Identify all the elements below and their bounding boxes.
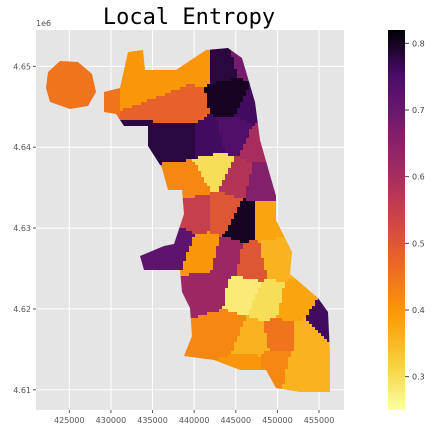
region-fill <box>264 318 294 351</box>
x-tick-label: 450000 <box>262 416 293 425</box>
region <box>117 84 210 123</box>
region <box>249 279 285 321</box>
region <box>237 240 267 282</box>
region <box>180 231 219 276</box>
region-fill <box>180 231 219 276</box>
colorbar-gradient <box>388 30 405 410</box>
x-tick-label: 445000 <box>221 416 252 425</box>
colorbar-tick-label: 0.7 <box>412 106 425 115</box>
colorbar-tick-label: 0.8 <box>412 39 425 48</box>
colorbar-tick-label: 0.4 <box>412 306 425 315</box>
region <box>276 351 330 392</box>
x-tick-label: 435000 <box>137 416 168 425</box>
colorbar-tick-label: 0.5 <box>412 239 425 248</box>
y-tick-label: 4.63 <box>13 224 31 233</box>
region-fill <box>294 318 330 360</box>
region <box>261 351 291 392</box>
region <box>210 48 237 84</box>
region <box>294 318 330 360</box>
region-fill <box>276 351 330 392</box>
colorbar: 0.3 0.4 0.5 0.6 0.7 0.8 <box>388 30 425 410</box>
region-fill <box>210 192 243 237</box>
colorbar-tick-label: 0.6 <box>412 173 425 182</box>
y-offset-text: 1e6 <box>36 19 51 28</box>
region-fill <box>117 84 210 123</box>
region-fill <box>195 114 225 159</box>
y-tick-label: 4.62 <box>13 305 31 314</box>
region <box>195 114 225 159</box>
region-fill <box>210 48 237 84</box>
region <box>192 153 234 192</box>
region-fill <box>261 351 291 392</box>
y-tick-label: 4.64 <box>13 143 31 152</box>
region-fill <box>231 315 270 357</box>
region-fill <box>222 198 255 243</box>
x-tick-label: 440000 <box>179 416 210 425</box>
x-tick-label: 425000 <box>54 416 85 425</box>
x-axis: 425000 430000 435000 440000 445000 450000 4550… <box>54 410 334 425</box>
region <box>264 318 294 351</box>
x-tick-label: 455000 <box>304 416 335 425</box>
region-fill <box>249 279 285 321</box>
region <box>306 264 330 357</box>
region-fill <box>222 276 261 315</box>
y-tick-label: 4.61 <box>13 386 31 395</box>
region-fill <box>219 156 252 198</box>
region <box>222 198 255 243</box>
region <box>213 237 243 279</box>
region <box>222 276 261 315</box>
colorbar-tick-label: 0.3 <box>412 373 425 382</box>
colorbar-ticks: 0.3 0.4 0.5 0.6 0.7 0.8 <box>405 39 425 382</box>
y-tick-label: 4.65 <box>13 62 31 71</box>
region-fill <box>306 264 330 357</box>
chart-title: Local Entropy <box>103 5 275 30</box>
plot-area: 425000 430000 435000 440000 445000 450000 4550… <box>13 19 344 425</box>
region-fill <box>237 240 267 282</box>
region <box>210 192 243 237</box>
region <box>231 315 270 357</box>
y-axis: 4.61 4.62 4.63 4.64 4.65 <box>13 62 36 395</box>
region-fill <box>192 153 234 192</box>
region-fill <box>213 237 243 279</box>
region <box>219 156 252 198</box>
x-tick-label: 430000 <box>96 416 127 425</box>
